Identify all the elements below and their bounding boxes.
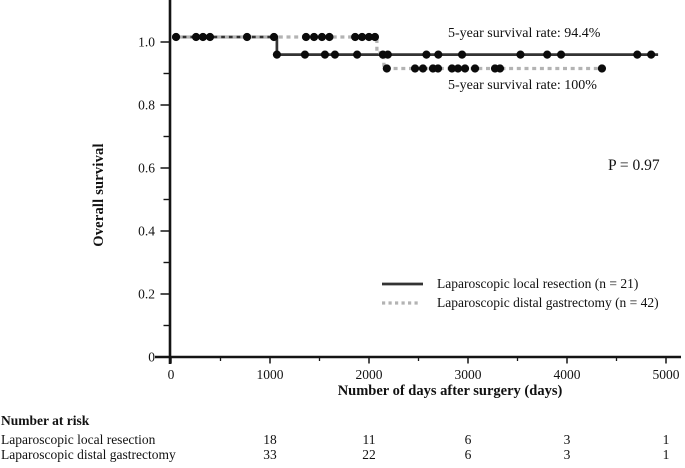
censor-mark-dot xyxy=(357,32,367,42)
y-tick-label: 0.4 xyxy=(138,224,155,239)
legend-label-distal-gastrectomy: Laparoscopic distal gastrectomy (n = 42) xyxy=(437,295,659,310)
x-tick-label: 2000 xyxy=(356,367,383,382)
x-axis-title: Number of days after surgery (days) xyxy=(337,383,563,399)
risk-count: 11 xyxy=(362,432,376,447)
censor-mark-dot xyxy=(301,32,311,42)
risk-count: 22 xyxy=(362,447,376,462)
risk-count: 3 xyxy=(563,447,571,462)
censor-mark-dot xyxy=(597,64,607,73)
censor-mark-dot xyxy=(300,50,310,59)
censor-mark-dot xyxy=(495,64,505,73)
censor-mark-dot xyxy=(556,50,566,59)
annotation-5yr-rate-dotted: 5-year survival rate: 100% xyxy=(448,78,597,93)
risk-row-label: Laparoscopic local resection xyxy=(1,432,156,447)
y-tick-label: 1.0 xyxy=(138,35,155,50)
censor-mark-dot xyxy=(272,50,282,59)
y-tick-label: 0.6 xyxy=(138,161,155,176)
censor-mark-dot xyxy=(351,32,360,42)
censor-mark-dot xyxy=(447,64,457,73)
censor-mark-dot xyxy=(370,32,380,42)
risk-count: 1 xyxy=(662,447,670,462)
survival-curve-local-resection xyxy=(171,35,659,56)
censor-mark-dot xyxy=(422,50,431,59)
censor-mark-dot xyxy=(317,32,327,42)
censor-mark-dot xyxy=(434,50,443,59)
censor-mark-dot xyxy=(410,64,420,73)
censor-mark-dot xyxy=(330,50,340,59)
censor-mark-dot xyxy=(457,50,467,59)
censor-mark-dot xyxy=(191,32,201,42)
censor-mark-dot xyxy=(205,32,215,42)
risk-row-label: Laparoscopic distal gastrectomy xyxy=(1,447,176,462)
censor-mark-dot xyxy=(353,50,362,59)
censor-mark-dot xyxy=(647,50,656,59)
y-tick-label: 0 xyxy=(148,350,155,365)
x-tick-label: 4000 xyxy=(554,367,581,382)
censor-mark-dot xyxy=(309,32,319,42)
y-tick-label: 0.2 xyxy=(138,287,155,302)
censor-mark-dot xyxy=(633,50,642,59)
y-tick-label: 0.8 xyxy=(138,98,155,113)
censor-mark-dot xyxy=(320,50,330,59)
censor-mark-dot xyxy=(418,64,428,73)
x-tick-label: 1000 xyxy=(257,367,284,382)
risk-count: 3 xyxy=(563,432,571,447)
risk-count: 33 xyxy=(263,447,277,462)
censor-mark-dot xyxy=(325,32,334,42)
risk-count: 18 xyxy=(263,432,277,447)
censor-mark-dot xyxy=(171,32,181,42)
censor-mark-dot xyxy=(470,64,480,73)
censor-mark-dot xyxy=(382,64,391,73)
censor-mark-dot xyxy=(543,50,552,59)
risk-count: 6 xyxy=(464,447,472,462)
y-axis-title: Overall survival xyxy=(90,143,107,247)
censor-mark-dot xyxy=(198,32,208,42)
censor-mark-dot xyxy=(516,50,525,59)
x-tick-label: 3000 xyxy=(455,367,482,382)
x-tick-label: 5000 xyxy=(653,367,680,382)
censor-mark-dot xyxy=(383,50,392,59)
censor-mark-dot xyxy=(460,64,470,73)
risk-count: 1 xyxy=(662,432,670,447)
risk-count: 6 xyxy=(464,432,472,447)
censor-mark-dot xyxy=(269,32,279,42)
censor-mark-dot xyxy=(453,64,463,73)
p-value-label: P = 0.97 xyxy=(608,157,660,174)
annotation-5yr-rate-solid: 5-year survival rate: 94.4% xyxy=(448,26,601,41)
x-tick-label: 0 xyxy=(168,367,175,382)
censor-mark-dot xyxy=(364,32,374,42)
censor-mark-dot xyxy=(242,32,252,42)
legend-label-local-resection: Laparoscopic local resection (n = 21) xyxy=(437,276,639,291)
risk-table-title: Number at risk xyxy=(1,413,90,428)
censor-mark-dot xyxy=(433,64,443,73)
